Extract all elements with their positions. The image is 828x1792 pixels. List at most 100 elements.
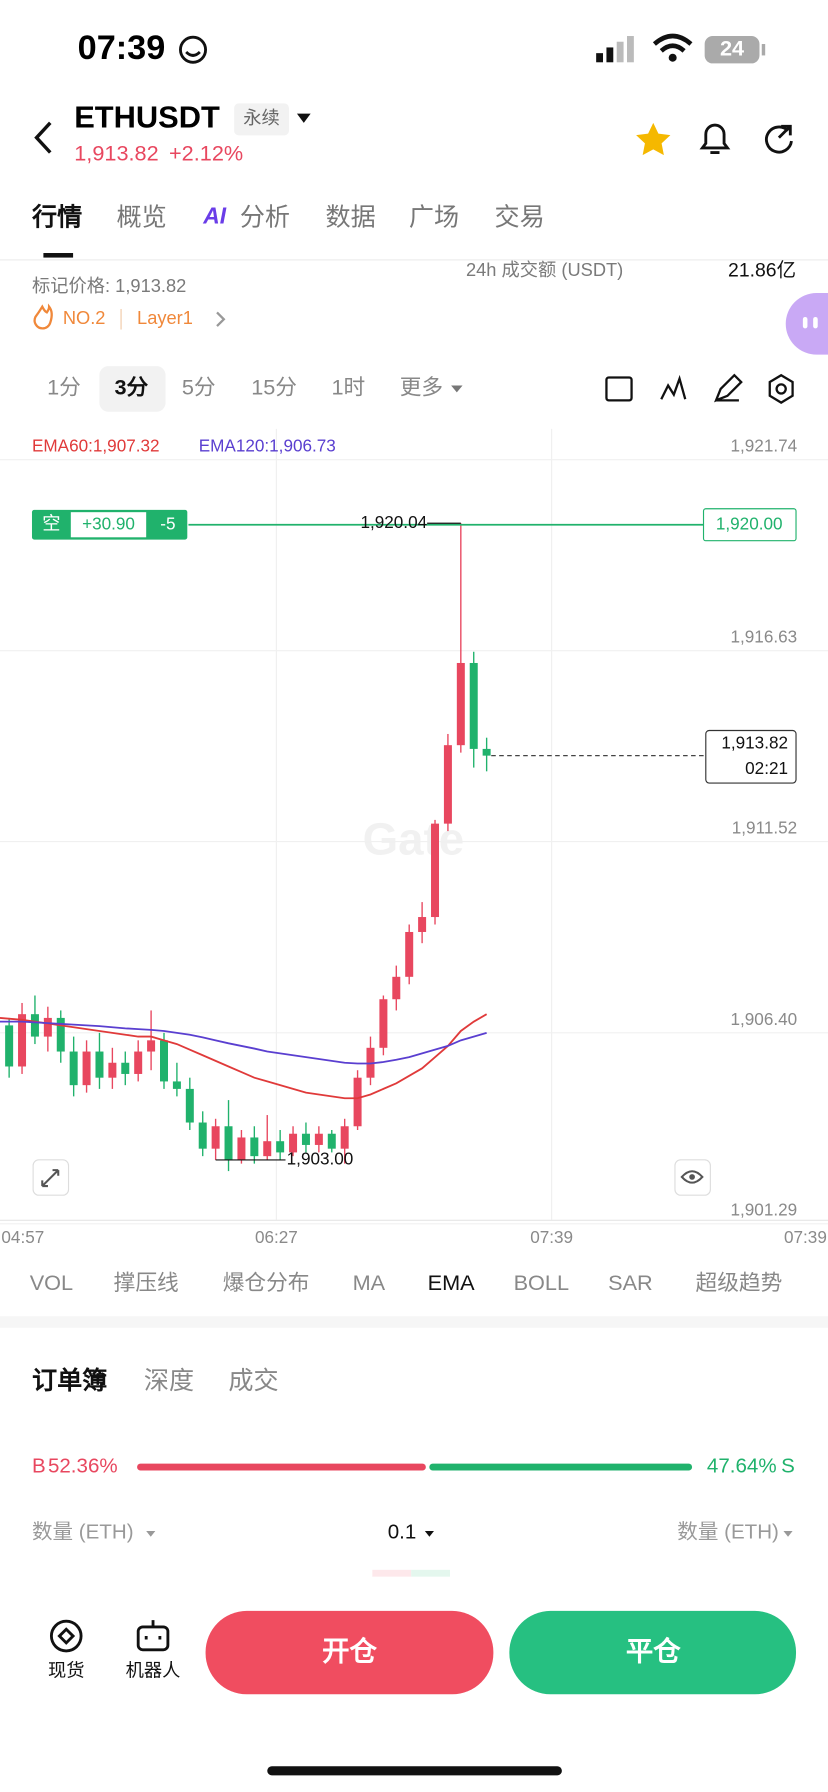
y-tick-label: 1,906.40 [730, 1009, 797, 1029]
tool-indicator[interactable] [660, 374, 687, 400]
dropdown[interactable] [424, 1530, 434, 1537]
candle-body [69, 1051, 78, 1086]
interval[interactable]: 5分 [182, 375, 216, 400]
candle-body [327, 1133, 336, 1149]
ratio-bar [137, 1463, 693, 1471]
y-tick-label: 1,916.63 [730, 627, 797, 647]
spot-icon[interactable] [49, 1619, 83, 1653]
price-step[interactable]: 0.1 [388, 1521, 417, 1544]
indicator-tab[interactable]: EMA [428, 1270, 476, 1295]
dropdown[interactable] [783, 1530, 793, 1537]
indicator-tab-bar: VOL 撑压线 爆仓分布 MA EMA BOLL SAR 超级趋势 [30, 1270, 783, 1295]
candle-body [405, 931, 414, 977]
rank[interactable]: NO.2 [63, 307, 106, 328]
status-icons [179, 33, 766, 64]
interval[interactable]: 1时 [331, 375, 365, 400]
buy-label: B [32, 1454, 46, 1477]
sector-tag[interactable]: Layer1 [137, 307, 193, 328]
assistant-eye [813, 316, 818, 329]
indicator-tab[interactable]: VOL [30, 1270, 73, 1295]
tab[interactable]: 行情 [31, 203, 82, 231]
candle-body [469, 662, 478, 749]
qty-right[interactable]: 数量 (ETH) [677, 1521, 779, 1544]
mark-price: 标记价格: 1,913.82 [32, 275, 186, 296]
tag-chevron[interactable] [216, 311, 226, 327]
alert-bell[interactable] [699, 123, 731, 154]
qty-left[interactable]: 数量 (ETH) [32, 1521, 134, 1544]
assistant-eye [802, 316, 808, 329]
eye-pupil [689, 1174, 695, 1180]
sell-label: S [781, 1454, 795, 1477]
orderbook-tab[interactable]: 订单簿 [32, 1366, 107, 1395]
last-price-box [705, 729, 797, 784]
tool-settings[interactable] [768, 373, 794, 404]
candle-body [224, 1126, 233, 1160]
section-gap [0, 1316, 828, 1328]
orderbook-tab[interactable]: 成交 [228, 1367, 278, 1395]
legend-entry: EMA120:1,906.73 [199, 436, 336, 456]
share-button[interactable] [765, 124, 793, 154]
buy-bar [137, 1463, 426, 1471]
tab[interactable]: 交易 [495, 203, 545, 231]
interval[interactable]: 1分 [47, 375, 81, 400]
position-side: 空 [42, 513, 60, 534]
ema-line [0, 1020, 487, 1065]
sell-ratio: 47.64% [707, 1454, 777, 1477]
more-dropdown[interactable] [451, 385, 463, 393]
candle-body [340, 1126, 349, 1149]
indicator-tab[interactable]: 超级趋势 [696, 1270, 783, 1295]
indicator-tab[interactable]: BOLL [514, 1270, 569, 1295]
position-price: 1,920.00 [716, 513, 783, 533]
indicator-tab[interactable]: 爆仓分布 [223, 1270, 310, 1295]
orderbook-tab[interactable]: 深度 [144, 1367, 194, 1395]
candle-body [172, 1081, 181, 1089]
symbol-dropdown[interactable] [296, 113, 311, 123]
indicator-tab[interactable]: MA [353, 1270, 386, 1295]
tool-draw[interactable] [714, 373, 743, 403]
tab[interactable]: 数据 [325, 203, 375, 231]
candle-body [211, 1126, 220, 1149]
y-tick-label: 1,901.29 [730, 1200, 797, 1220]
legend-entry: EMA60:1,907.32 [32, 436, 160, 456]
status-time: 07:39 [78, 29, 166, 67]
tab[interactable]: 分析 [240, 203, 290, 231]
nav-icons [49, 1619, 170, 1653]
position-size: -5 [160, 513, 175, 533]
ema-line [0, 1013, 488, 1100]
header-change: +2.12% [169, 141, 243, 166]
favorite-star[interactable] [636, 122, 671, 156]
close-label[interactable]: 平仓 [626, 1635, 681, 1666]
battery-level: 24 [720, 35, 744, 60]
nav-bot[interactable]: 机器人 [126, 1659, 181, 1680]
dropdown[interactable] [146, 1530, 156, 1537]
interval[interactable]: 3分 [114, 375, 148, 400]
interval-bar: 1分 3分 5分 15分 1时 更多 [47, 375, 443, 400]
candle-body [134, 1051, 143, 1074]
tab[interactable]: 广场 [409, 203, 459, 231]
y-tick-label: 1,921.74 [730, 436, 797, 456]
candle-body [56, 1017, 65, 1052]
symbol[interactable]: ETHUSDT [74, 100, 220, 135]
candle-body [276, 1141, 285, 1153]
indicator-tab[interactable]: SAR [608, 1270, 653, 1295]
orderbook-tabs: 订单簿 深度 成交 [32, 1366, 279, 1395]
candle-body [431, 823, 440, 918]
candle-body [95, 1051, 104, 1078]
indicator-tab[interactable]: 撑压线 [114, 1270, 179, 1295]
tab[interactable]: 概览 [116, 203, 166, 231]
nav-spot[interactable]: 现货 [48, 1659, 85, 1680]
interval[interactable]: 15分 [251, 375, 297, 400]
candle-body [185, 1088, 194, 1123]
candle-body [43, 1017, 52, 1037]
close-button[interactable] [509, 1610, 797, 1695]
candle-body [263, 1141, 272, 1157]
x-tick-label: 07:39 [530, 1227, 573, 1247]
open-button[interactable] [205, 1610, 494, 1695]
back-button[interactable] [34, 121, 52, 154]
candle-body [160, 1040, 168, 1082]
position-price-box [702, 508, 797, 542]
interval[interactable]: 更多 [400, 375, 443, 400]
tool-fullscreen[interactable] [605, 376, 633, 402]
open-label[interactable]: 开仓 [322, 1635, 377, 1666]
